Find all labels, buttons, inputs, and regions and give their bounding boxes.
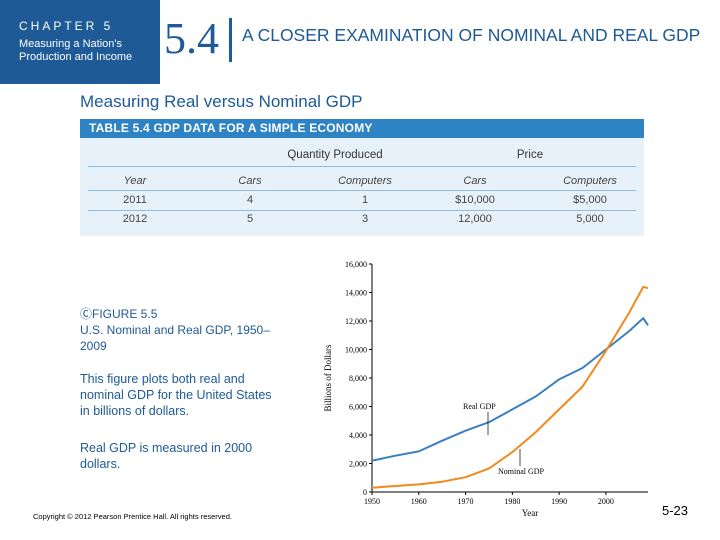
x-tick-label: 1950 bbox=[364, 497, 380, 506]
figure-caption: ⒸFIGURE 5.5 U.S. Nominal and Real GDP, 1… bbox=[80, 306, 280, 354]
table-cell: 4 bbox=[246, 194, 254, 206]
chapter-box: CHAPTER 5 Measuring a Nation's Productio… bbox=[0, 0, 160, 84]
gdp-line-chart: 0 2,000 4,000 6,000 8,000 10,000 12,000 14,000 1… bbox=[323, 260, 649, 518]
y-tick-label: 6,000 bbox=[349, 403, 367, 412]
gdp-data-table: TABLE 5.4 GDP DATA FOR A SIMPLE ECONOMY … bbox=[80, 119, 644, 236]
page-number: 5-23 bbox=[662, 503, 689, 518]
col-header-year: Year bbox=[123, 175, 147, 187]
y-tick-label: 2,000 bbox=[349, 460, 367, 469]
table-cell: 3 bbox=[361, 213, 369, 225]
y-tick-label: 16,000 bbox=[345, 260, 367, 269]
group-header-price: Price bbox=[516, 149, 544, 161]
col-header-computers-price: Computers bbox=[563, 175, 617, 187]
x-axis-label: Year bbox=[522, 508, 539, 518]
section-number: 5.4 bbox=[164, 14, 219, 63]
real-gdp-annotation: Real GDP bbox=[463, 402, 496, 411]
group-header-quantity: Quantity Produced bbox=[287, 149, 383, 161]
y-tick-label: 10,000 bbox=[345, 346, 367, 355]
table-rule bbox=[88, 166, 636, 167]
y-tick-label: 12,000 bbox=[345, 317, 367, 326]
col-header-cars-qty: Cars bbox=[238, 175, 262, 187]
figure-subtitle: U.S. Nominal and Real GDP, 1950–2009 bbox=[80, 323, 270, 353]
y-tick-label: 14,000 bbox=[345, 289, 367, 298]
section-divider bbox=[229, 18, 232, 62]
table-cell: 5,000 bbox=[576, 213, 604, 225]
chapter-subtitle: Measuring a Nation's Production and Inco… bbox=[19, 38, 133, 63]
table-cell: 2012 bbox=[122, 213, 148, 225]
figure-description: This figure plots both real and nominal … bbox=[80, 372, 272, 418]
table-cell: 5 bbox=[246, 213, 254, 225]
x-tick-label: 2000 bbox=[598, 497, 614, 506]
table-rule bbox=[88, 190, 636, 191]
x-tick-label: 1970 bbox=[458, 497, 474, 506]
subheading: Measuring Real versus Nominal GDP bbox=[80, 92, 363, 111]
nominal-gdp-annotation: Nominal GDP bbox=[498, 467, 545, 476]
nominal-gdp-line bbox=[371, 285, 649, 489]
y-axis-label: Billions of Dollars bbox=[323, 344, 333, 411]
y-tick-label: 8,000 bbox=[349, 374, 367, 383]
table-title: TABLE 5.4 GDP DATA FOR A SIMPLE ECONOMY bbox=[80, 119, 644, 138]
chapter-label: CHAPTER 5 bbox=[19, 19, 114, 33]
real-gdp-line bbox=[371, 317, 649, 462]
copyright-notice: Copyright © 2012 Pearson Prentice Hall. … bbox=[33, 512, 232, 521]
table-cell: 12,000 bbox=[458, 213, 492, 225]
table-rule bbox=[88, 210, 636, 211]
x-tick-label: 1990 bbox=[551, 497, 567, 506]
col-header-cars-price: Cars bbox=[463, 175, 487, 187]
y-tick-label: 0 bbox=[363, 488, 367, 497]
y-tick-label: 4,000 bbox=[349, 431, 367, 440]
figure-bullet-icon: Ⓒ bbox=[80, 307, 93, 321]
x-tick-label: 1980 bbox=[504, 497, 520, 506]
figure-note: Real GDP is measured in 2000 dollars. bbox=[80, 441, 253, 471]
table-cell: $10,000 bbox=[455, 194, 495, 206]
section-title: A CLOSER EXAMINATION OF NOMINAL AND REAL… bbox=[242, 25, 701, 45]
table-cell: $5,000 bbox=[573, 194, 607, 206]
table-cell: 2011 bbox=[123, 194, 147, 206]
x-tick-label: 1960 bbox=[411, 497, 427, 506]
table-cell: 1 bbox=[361, 194, 369, 206]
col-header-computers-qty: Computers bbox=[338, 175, 392, 187]
figure-title: FIGURE 5.5 bbox=[92, 307, 158, 321]
